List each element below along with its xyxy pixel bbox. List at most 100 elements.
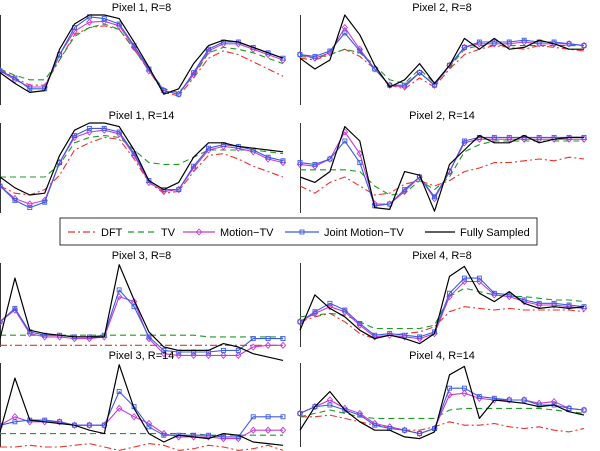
marker-square <box>581 407 587 413</box>
marker-square <box>250 44 256 50</box>
marker-diamond <box>279 341 287 350</box>
marker-square <box>417 70 423 76</box>
marker-square <box>250 414 256 420</box>
series-line-full <box>0 364 284 446</box>
marker-square <box>402 82 408 88</box>
panel-title: Pixel 4, R=8 <box>412 250 472 262</box>
legend-label: TV <box>161 227 176 239</box>
marker-square <box>342 30 348 36</box>
series-tv <box>0 135 284 178</box>
panel-title: Pixel 3, R=14 <box>109 350 175 362</box>
series-full <box>0 364 284 446</box>
panels-layer: Pixel 1, R=8 Pixel 2, R=8 Pixel 1, R=14 Pix… <box>0 2 588 451</box>
series-tv <box>299 287 585 330</box>
panel-title: Pixel 3, R=8 <box>112 250 172 262</box>
marker-square <box>161 347 167 353</box>
legend-item-jmtv: Joint Motion−TV <box>285 227 404 239</box>
series-line-full <box>299 14 584 88</box>
marker-square <box>280 414 286 420</box>
marker-square <box>57 160 63 166</box>
marker-square <box>447 385 452 391</box>
legend-item-full: Fully Sampled <box>425 227 530 239</box>
marker-square <box>250 336 256 342</box>
marker-square <box>536 300 542 306</box>
series-jmtv <box>0 389 286 440</box>
marker-square <box>265 50 271 56</box>
series-line-full <box>299 125 584 212</box>
marker-square <box>476 394 482 400</box>
marker-square <box>86 422 92 428</box>
marker-square <box>297 410 303 416</box>
marker-square <box>491 290 497 296</box>
series-line-dft <box>299 156 585 196</box>
marker-square <box>402 187 408 193</box>
marker-square <box>312 161 318 167</box>
marker-square <box>27 86 33 92</box>
marker-square <box>447 290 452 296</box>
marker-square <box>131 304 137 310</box>
marker-square <box>461 275 467 281</box>
marker-diamond <box>371 419 378 428</box>
legend-item-tv: TV <box>128 227 176 239</box>
marker-square <box>297 319 303 325</box>
marker-diamond <box>160 429 168 438</box>
marker-square <box>280 158 286 164</box>
panel-p2r14: Pixel 2, R=14 <box>296 110 588 213</box>
series-mtv <box>296 23 588 91</box>
marker-square <box>402 427 408 433</box>
marker-square <box>357 48 363 54</box>
marker-square <box>342 138 348 144</box>
legend-marker-diamond <box>195 228 203 236</box>
marker-square <box>357 160 363 166</box>
marker-square <box>0 68 3 74</box>
marker-square <box>265 154 271 160</box>
panel-title: Pixel 2, R=8 <box>412 2 472 14</box>
panel-p3r14: Pixel 3, R=14 <box>0 350 287 451</box>
marker-square <box>312 53 318 59</box>
series-full <box>0 122 284 196</box>
marker-square <box>581 43 587 49</box>
marker-diamond <box>235 351 242 360</box>
marker-square <box>476 39 482 45</box>
panel-title: Pixel 1, R=14 <box>109 110 175 122</box>
series-line-full <box>0 14 284 95</box>
series-line-tv <box>0 135 284 178</box>
series-full <box>299 125 584 212</box>
marker-square <box>327 300 333 306</box>
marker-square <box>12 75 18 81</box>
series-line-tv <box>299 407 585 419</box>
series-line-jmtv <box>0 391 283 438</box>
marker-diamond <box>115 404 123 413</box>
marker-square <box>312 404 318 410</box>
marker-square <box>220 434 226 440</box>
marker-square <box>116 389 122 395</box>
panel-p2r8: Pixel 2, R=8 <box>296 2 588 105</box>
marker-square <box>447 62 452 68</box>
series-full <box>299 365 585 440</box>
legend: DFT TV Motion−TV Joint Motion−TV Fully Sampl… <box>59 217 538 246</box>
marker-square <box>342 307 348 313</box>
marker-square <box>551 300 557 306</box>
marker-square <box>27 205 33 211</box>
series-full <box>0 14 284 95</box>
legend-label: Fully Sampled <box>460 227 530 239</box>
marker-square <box>146 424 152 430</box>
marker-diamond <box>250 343 257 351</box>
series-line-jmtv <box>0 289 283 353</box>
marker-square <box>206 145 211 151</box>
series-line-dft <box>300 414 585 433</box>
panel-title: Pixel 1, R=8 <box>112 2 172 14</box>
marker-square <box>372 422 378 428</box>
series-line-jmtv <box>299 277 585 338</box>
marker-square <box>357 412 363 418</box>
marker-square <box>342 407 348 413</box>
marker-square <box>116 129 122 135</box>
series-dft <box>0 25 284 97</box>
series-line-full <box>299 365 585 440</box>
marker-diamond <box>130 413 138 421</box>
marker-square <box>461 44 467 50</box>
series-line-jmtv <box>299 387 585 435</box>
series-line-dft <box>299 45 585 90</box>
marker-square <box>116 21 122 27</box>
marker-diamond <box>26 83 33 91</box>
